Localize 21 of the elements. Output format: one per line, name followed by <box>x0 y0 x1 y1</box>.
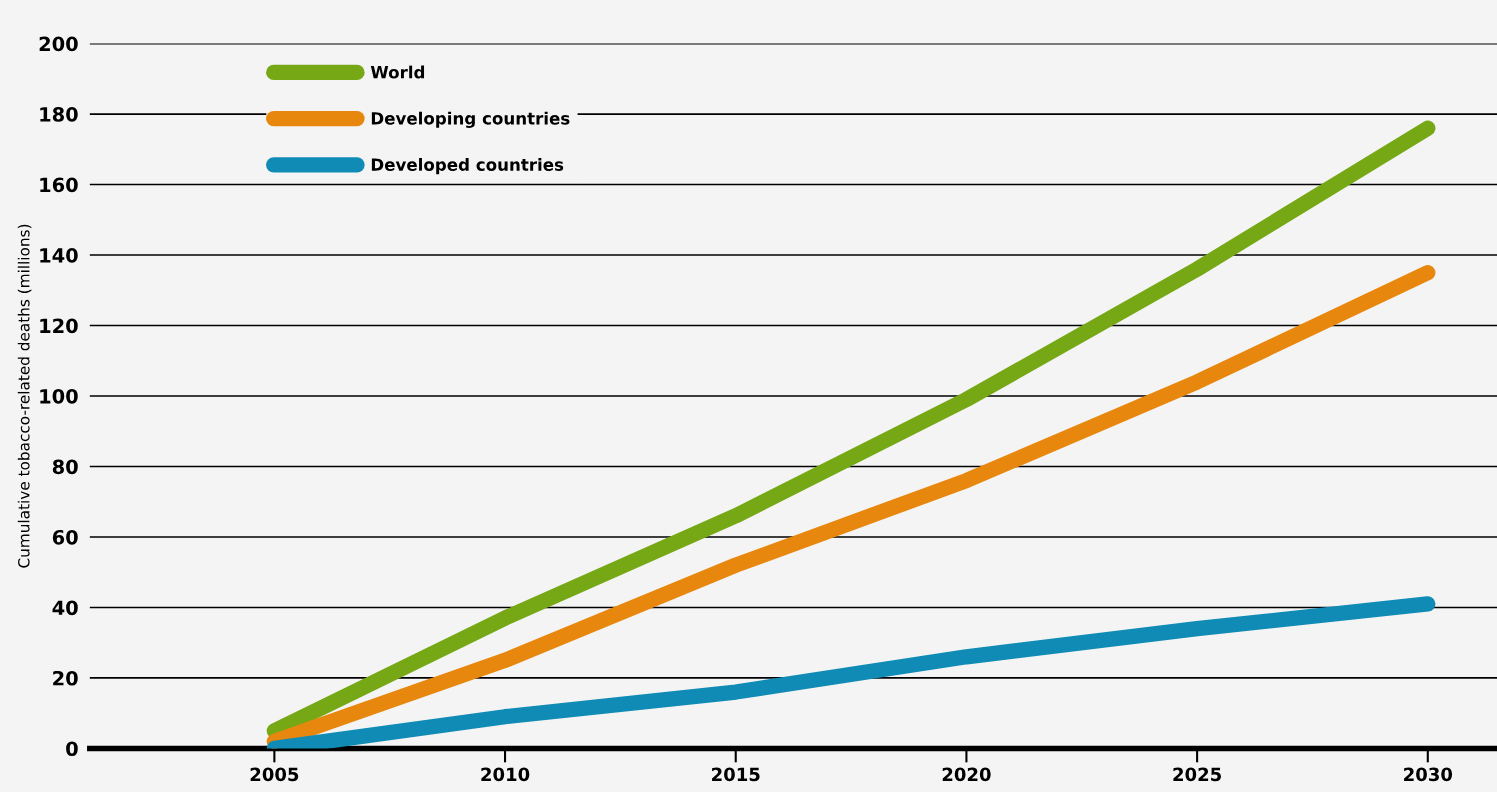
legend-label: Developing countries <box>371 111 570 128</box>
y-tick-label: 100 <box>40 388 78 404</box>
x-tick-label: 2030 <box>1404 767 1453 782</box>
y-tick-label: 180 <box>40 107 78 122</box>
y-tick-label: 40 <box>52 600 78 616</box>
y-tick-label: 160 <box>40 177 78 193</box>
x-tick-label: 2010 <box>481 767 530 782</box>
x-tick-label: 2020 <box>942 767 991 782</box>
x-tick-label: 2005 <box>250 767 299 782</box>
x-tick-label: 2025 <box>1173 767 1221 782</box>
x-tick-label: 2015 <box>712 767 760 782</box>
y-tick-label: 140 <box>40 247 78 263</box>
legend-label: World <box>370 65 425 79</box>
y-tick-label: 20 <box>53 670 78 686</box>
y-tick-label: 80 <box>52 459 78 475</box>
y-tick-label: 120 <box>40 318 78 334</box>
y-tick-label: 60 <box>52 529 78 545</box>
y-tick-label: 0 <box>66 741 78 757</box>
legend-label: Developed countries <box>371 158 564 175</box>
y-tick-label: 200 <box>39 36 78 52</box>
y-axis-title: Cumulative tobacco-related deaths (millions) <box>17 224 32 568</box>
